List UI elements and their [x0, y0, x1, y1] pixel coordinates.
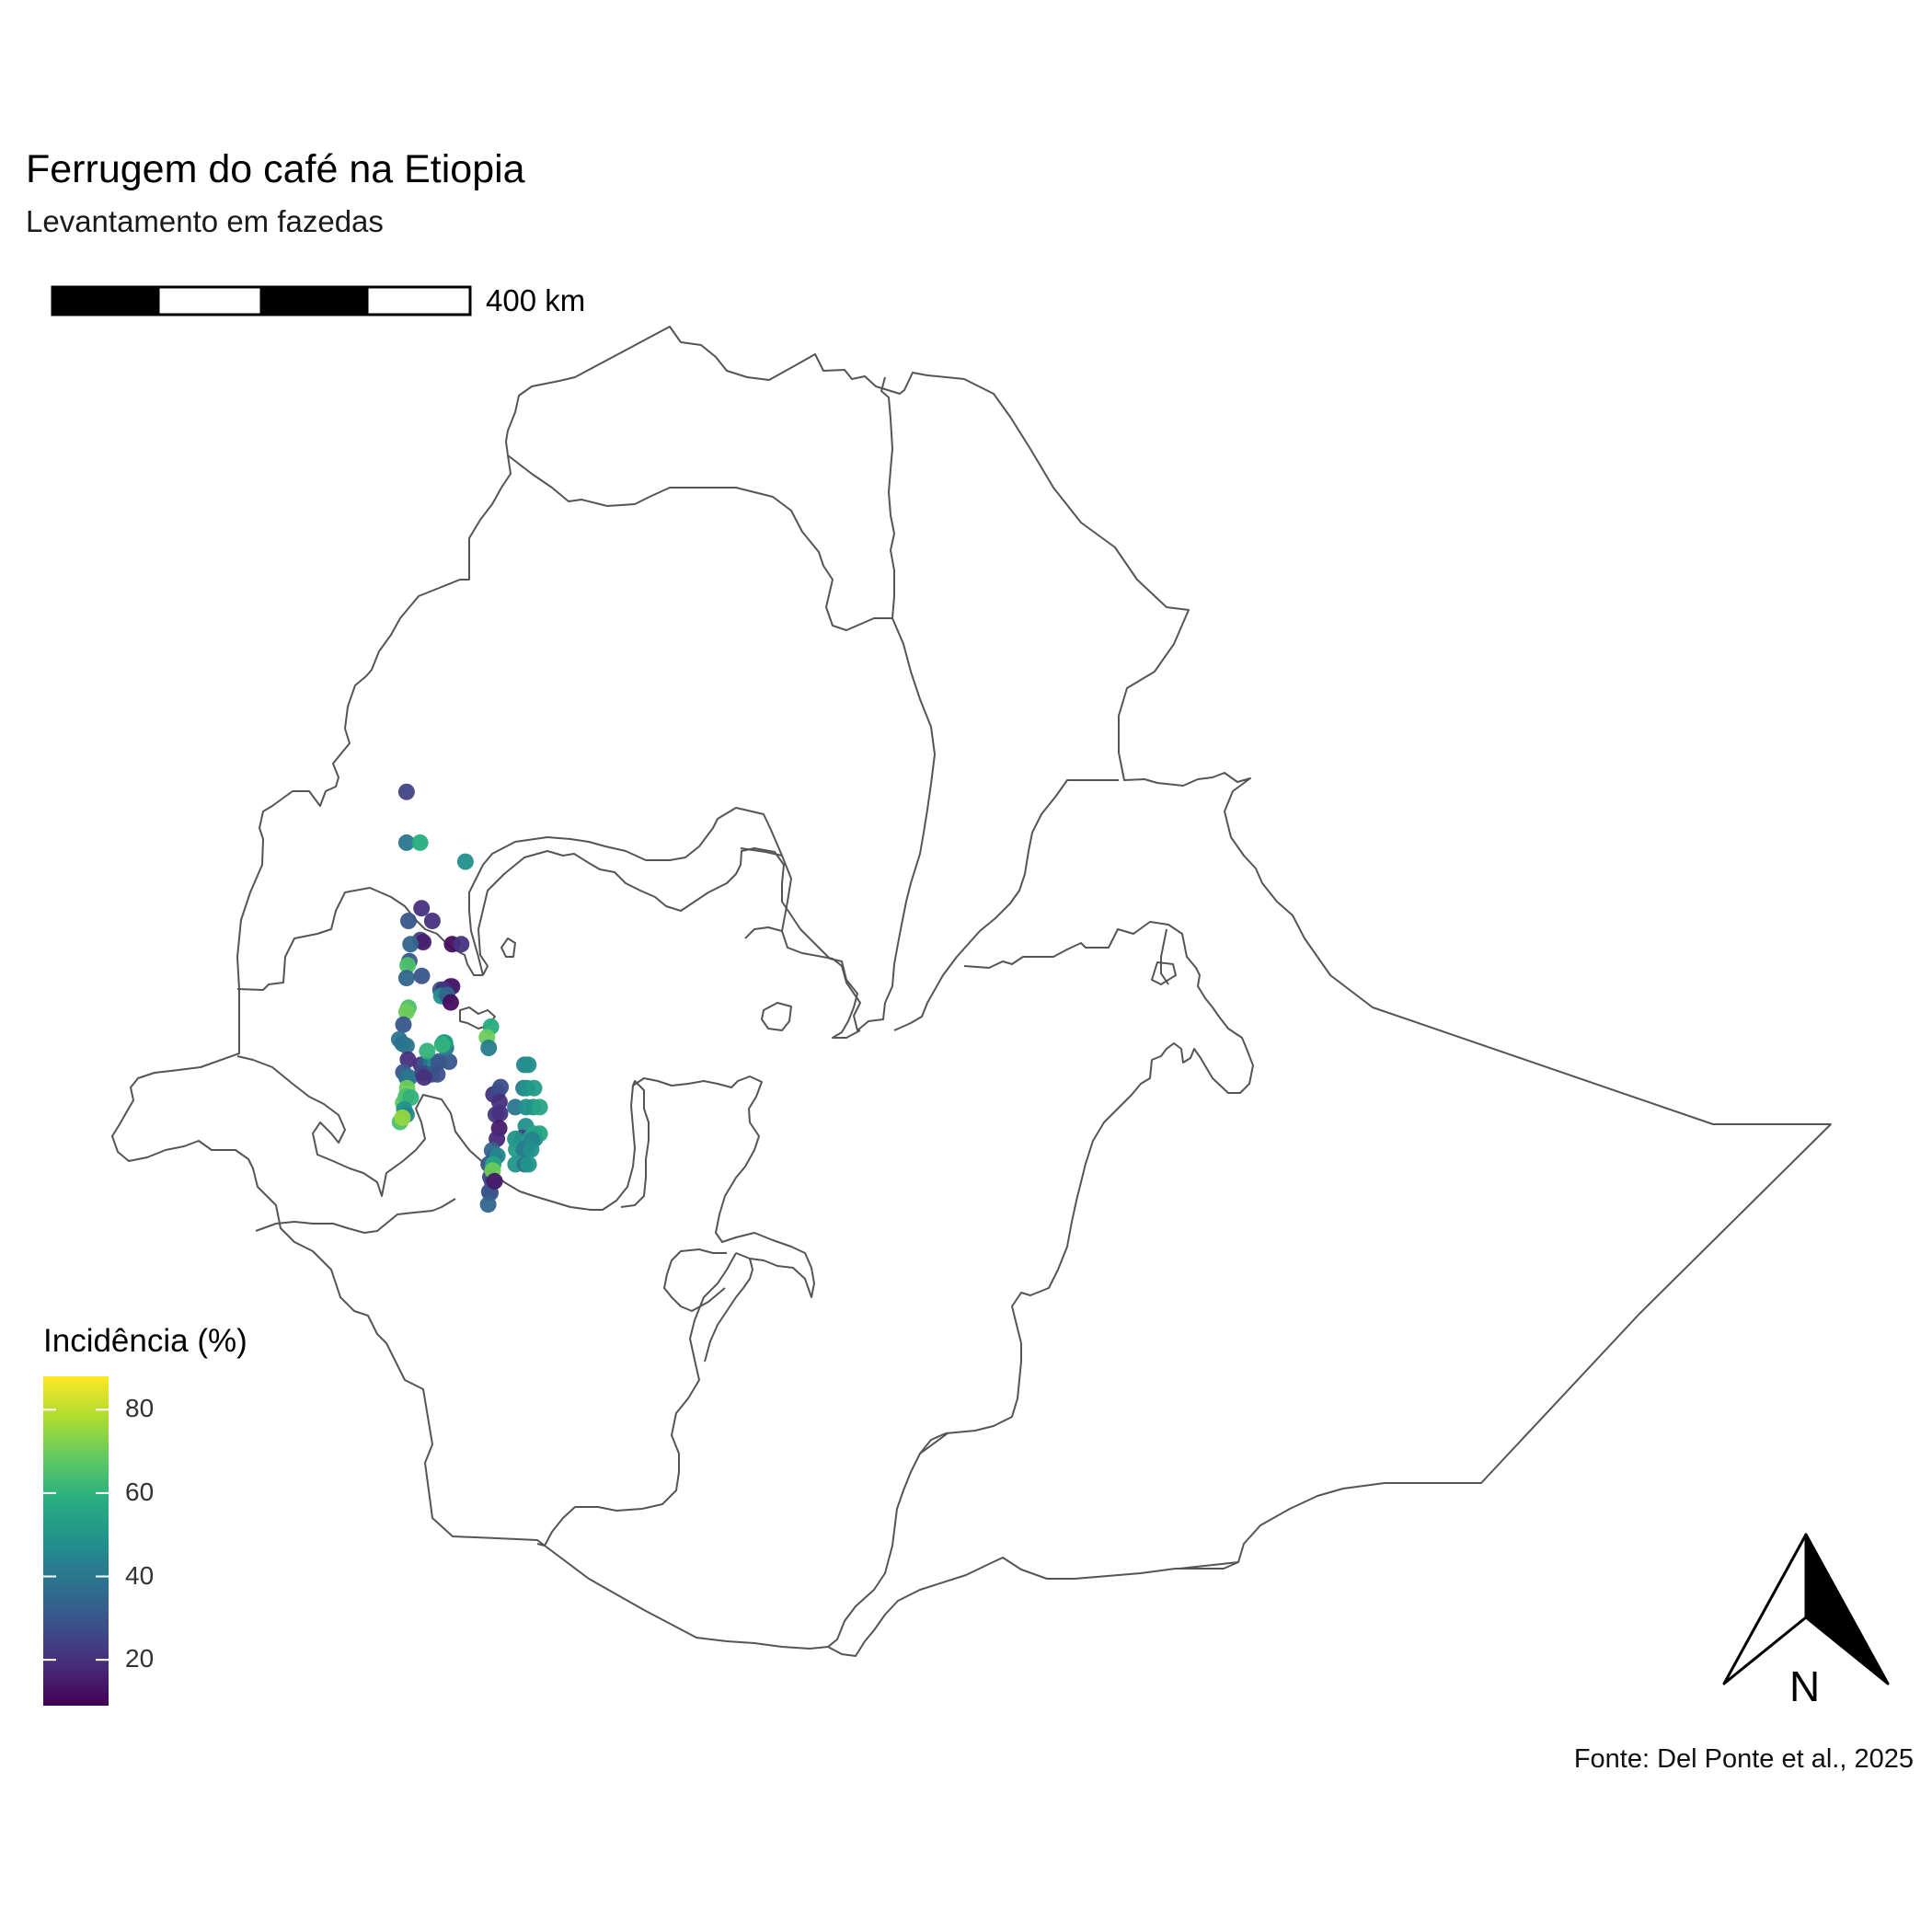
region-border — [744, 926, 783, 939]
survey-point — [520, 1156, 537, 1173]
survey-point — [397, 1037, 415, 1054]
legend-tick-label: 40 — [125, 1560, 155, 1590]
region-border — [507, 376, 895, 631]
survey-point — [523, 1141, 540, 1158]
survey-points — [390, 783, 548, 1213]
survey-point — [480, 1040, 498, 1056]
survey-point — [397, 783, 415, 800]
region-border — [827, 921, 1254, 1648]
region-border — [1151, 961, 1177, 985]
region-border — [468, 617, 936, 1031]
region-border — [663, 1248, 727, 1312]
region-border — [761, 1002, 792, 1031]
survey-point — [415, 934, 431, 950]
country-outline — [111, 326, 1832, 1657]
survey-point — [395, 1016, 412, 1033]
survey-point — [479, 1196, 497, 1213]
region-border — [255, 1198, 456, 1234]
north-label: N — [1789, 1662, 1821, 1710]
region-border — [536, 1252, 737, 1547]
survey-point — [492, 1078, 510, 1096]
survey-point — [419, 1042, 436, 1060]
source-caption: Fonte: Del Ponte et al., 2025 — [1573, 1744, 1914, 1774]
legend-tick-label: 60 — [125, 1477, 155, 1506]
survey-point — [456, 853, 474, 870]
survey-point — [442, 994, 459, 1011]
survey-point — [402, 936, 420, 953]
region-border — [919, 1432, 949, 1455]
region-border — [477, 847, 861, 1039]
survey-point — [423, 913, 441, 929]
region-border — [1160, 928, 1169, 985]
legend-tick-label: 80 — [125, 1394, 155, 1423]
map-subtitle: Levantamento em fazedas — [26, 204, 384, 238]
survey-point — [441, 1053, 458, 1070]
survey-point — [433, 1036, 451, 1053]
scale-bar — [51, 285, 472, 316]
survey-point — [429, 1065, 446, 1083]
survey-point — [397, 970, 415, 987]
region-border — [893, 779, 1119, 1031]
survey-point — [399, 957, 417, 974]
survey-point — [491, 1105, 509, 1122]
survey-point — [520, 1056, 537, 1074]
region-border — [236, 887, 483, 991]
region-borders — [111, 326, 1832, 1657]
legend-title: Incidência (%) — [43, 1323, 247, 1359]
survey-point — [400, 913, 417, 929]
scale-bar-label: 400 km — [486, 283, 586, 317]
survey-point — [531, 1098, 548, 1116]
survey-point — [416, 1069, 432, 1087]
survey-point — [453, 936, 470, 953]
survey-point — [411, 834, 429, 851]
survey-point — [413, 967, 431, 984]
north-arrow — [1722, 1533, 1890, 1685]
survey-point — [413, 900, 431, 917]
legend-colorbar — [43, 1376, 109, 1706]
survey-point — [397, 1003, 415, 1020]
survey-point — [397, 834, 415, 851]
map-title: Ferrugem do café na Etiopia — [26, 147, 525, 191]
legend-tick-label: 20 — [125, 1644, 155, 1673]
survey-point — [525, 1079, 543, 1097]
survey-point — [394, 1109, 411, 1126]
region-border — [500, 937, 516, 958]
survey-point — [486, 1172, 503, 1190]
survey-point — [399, 1051, 417, 1068]
region-border — [632, 1075, 815, 1298]
region-border — [1179, 1561, 1239, 1570]
region-border — [704, 1258, 753, 1363]
